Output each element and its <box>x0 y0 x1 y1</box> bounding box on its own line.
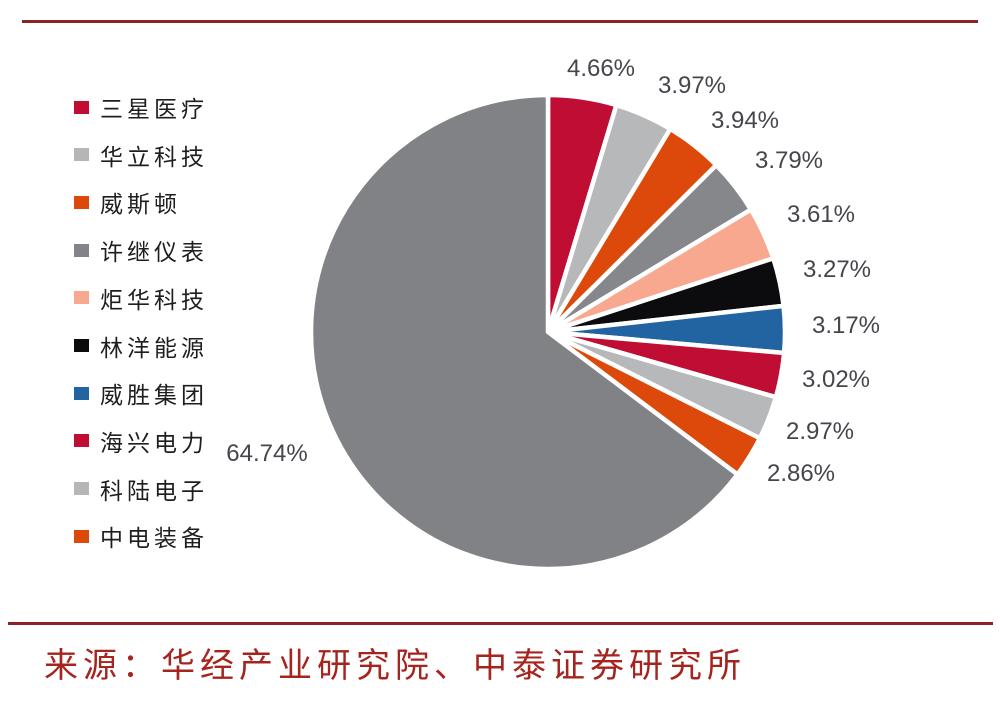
legend-item: 海兴电力 <box>74 424 208 458</box>
legend-item: 林洋能源 <box>74 329 208 363</box>
legend-item: 三星医疗 <box>74 90 208 124</box>
pie-percent-label: 3.27% <box>802 256 872 283</box>
pie-slice-others <box>308 92 740 572</box>
legend-label: 林洋能源 <box>100 335 208 361</box>
legend-item: 华立科技 <box>74 138 208 172</box>
pie-percent-label: 3.79% <box>754 147 824 174</box>
legend-label: 科陆电子 <box>100 478 208 504</box>
legend-swatch <box>74 434 89 448</box>
pie-percent-label: 3.02% <box>801 366 871 393</box>
legend-item: 许继仪表 <box>74 233 208 267</box>
legend-swatch <box>74 529 89 543</box>
top-rule <box>22 20 978 23</box>
pie-percent-label: 2.97% <box>785 418 855 445</box>
legend-swatch <box>74 386 89 400</box>
legend-swatch <box>74 339 89 352</box>
source-text: 来源：华经产业研究院、中泰证券研究所 <box>44 648 746 685</box>
legend-swatch <box>74 243 89 257</box>
legend-item: 威胜集团 <box>74 376 208 410</box>
legend-swatch <box>74 100 89 114</box>
legend-swatch <box>74 482 89 496</box>
pie-percent-label: 4.66% <box>566 55 636 82</box>
pie-percent-label: 3.61% <box>786 201 856 228</box>
legend-swatch <box>74 148 89 162</box>
legend-item: 中电装备 <box>74 519 208 553</box>
legend-label: 威斯顿 <box>100 192 181 218</box>
legend-label: 炬华科技 <box>100 287 208 313</box>
pie-percent-label: 64.74% <box>226 440 308 467</box>
legend-label: 海兴电力 <box>100 430 208 456</box>
pie-percent-label: 3.97% <box>657 72 727 99</box>
pie-percent-label: 2.86% <box>766 460 836 487</box>
legend-item: 科陆电子 <box>74 472 208 506</box>
legend-item: 威斯顿 <box>74 185 181 219</box>
legend-label: 华立科技 <box>100 144 208 170</box>
pie-percent-label: 3.17% <box>811 312 881 339</box>
legend-label: 中电装备 <box>100 526 208 552</box>
legend-swatch <box>74 291 89 305</box>
legend-label: 许继仪表 <box>100 240 208 266</box>
legend-label: 三星医疗 <box>100 97 208 122</box>
legend-swatch <box>74 195 89 209</box>
pie-percent-label: 3.94% <box>710 107 780 134</box>
legend-item: 炬华科技 <box>74 281 208 315</box>
legend-label: 威胜集团 <box>100 383 208 409</box>
bottom-rule <box>8 622 993 625</box>
